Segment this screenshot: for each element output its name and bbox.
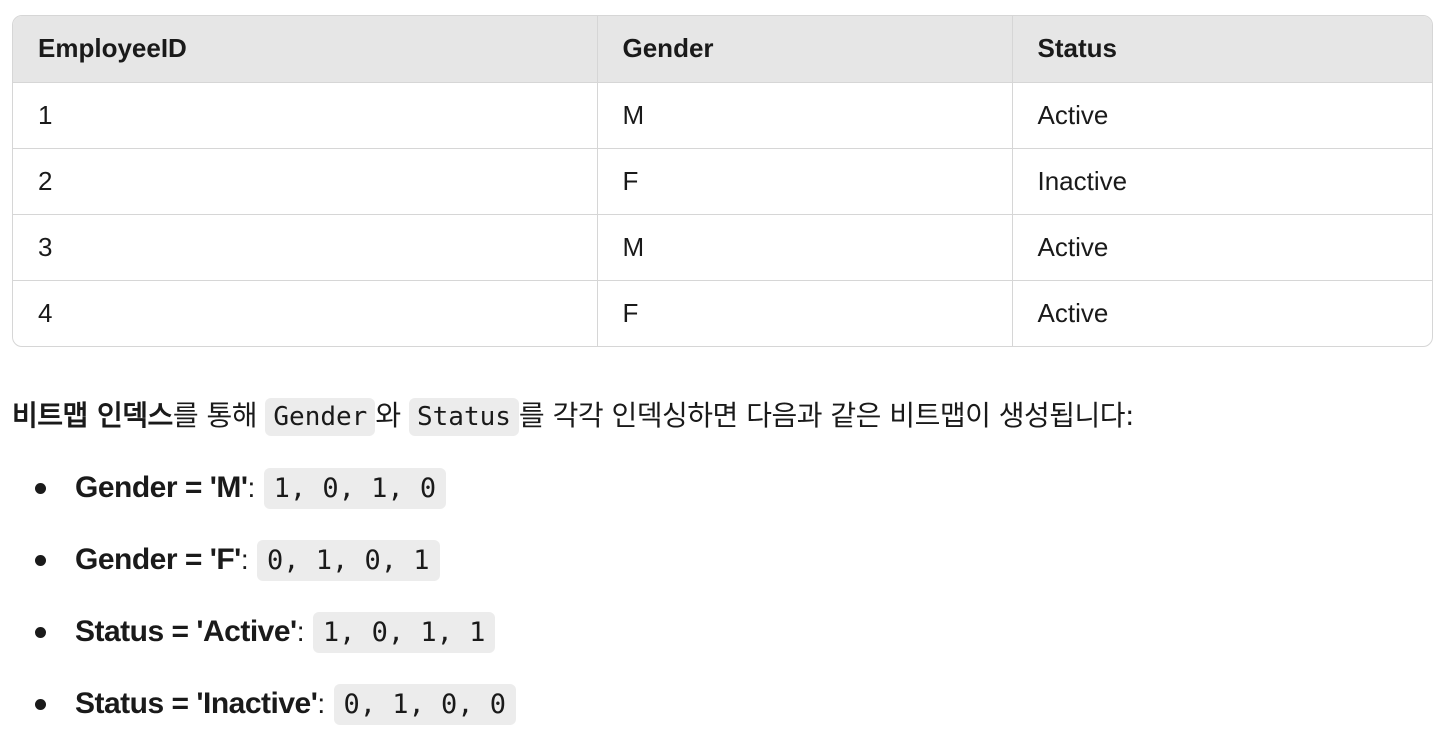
table-cell-employeeid: 2 [13, 148, 598, 215]
employee-table-container: EmployeeID Gender Status 1 M Active 2 F … [12, 15, 1433, 347]
list-item: Gender = 'M': 1, 0, 1, 0 [0, 466, 516, 538]
column-header-employeeid: EmployeeID [13, 16, 598, 83]
bitmap-label: Status = 'Inactive' [75, 687, 318, 720]
bitmap-colon: : [317, 688, 326, 719]
bitmap-label: Status = 'Active' [75, 615, 297, 648]
table-cell-employeeid: 4 [13, 280, 598, 346]
list-item: Status = 'Inactive': 0, 1, 0, 0 [0, 682, 517, 754]
table-cell-gender: M [597, 214, 1013, 281]
inline-code-gender: Gender [265, 398, 376, 436]
bullet-icon [35, 699, 46, 710]
column-header-gender: Gender [597, 16, 1013, 83]
bitmap-bits: 1, 0, 1, 0 [263, 468, 447, 509]
list-item: Gender = 'F': 0, 1, 0, 1 [0, 538, 516, 610]
table-cell-gender: F [597, 280, 1013, 346]
column-header-status: Status [1012, 16, 1432, 83]
bullet-icon [35, 627, 46, 638]
employee-table: EmployeeID Gender Status 1 M Active 2 F … [13, 16, 1432, 346]
paragraph-text-1: 를 통해 [172, 399, 266, 432]
paragraph-text-3: 를 각각 인덱싱하면 다음과 같은 비트맵이 생성됩니다: [518, 399, 1135, 432]
bitmap-label: Gender = 'M' [75, 471, 248, 504]
bitmap-label: Gender = 'F' [75, 543, 241, 576]
table-cell-status: Active [1037, 297, 1109, 328]
list-item: Status = 'Active': 1, 0, 1, 1 [0, 610, 516, 682]
table-cell-gender: F [597, 148, 1013, 215]
paragraph-text-2: 와 [375, 399, 409, 432]
bitmap-colon: : [240, 544, 249, 575]
table-row: 4 F Active [13, 280, 1432, 346]
bitmap-bits: 0, 1, 0, 1 [256, 540, 440, 581]
bitmap-colon: : [296, 616, 305, 647]
bitmap-list: Gender = 'M': 1, 0, 1, 0 Gender = 'F': 0… [0, 466, 517, 754]
table-row: 1 M Active [13, 82, 1432, 149]
table-header-row: EmployeeID Gender Status [13, 16, 1432, 83]
bitmap-index-term: 비트맵 인덱스 [12, 399, 173, 432]
table-cell-status: Inactive [1012, 148, 1432, 215]
bitmap-colon: : [247, 472, 256, 503]
table-row: 2 F Inactive [13, 148, 1432, 215]
inline-code-status: Status [409, 398, 519, 436]
bitmap-bits: 1, 0, 1, 1 [312, 612, 496, 653]
table-cell-gender: M [597, 82, 1013, 149]
bitmap-bits: 0, 1, 0, 0 [333, 684, 517, 725]
bitmap-index-paragraph: 비트맵 인덱스를 통해 Gender 와 Status 를 각각 인덱싱하면 다음과… [12, 394, 1135, 436]
table-cell-status: Active [1012, 82, 1432, 149]
table-row: 3 M Active [13, 214, 1432, 281]
bullet-icon [35, 483, 46, 494]
table-cell-employeeid: 3 [13, 214, 598, 281]
table-cell-employeeid: 1 [13, 82, 598, 149]
table-cell-status: Active [1012, 214, 1432, 281]
bullet-icon [35, 555, 46, 566]
